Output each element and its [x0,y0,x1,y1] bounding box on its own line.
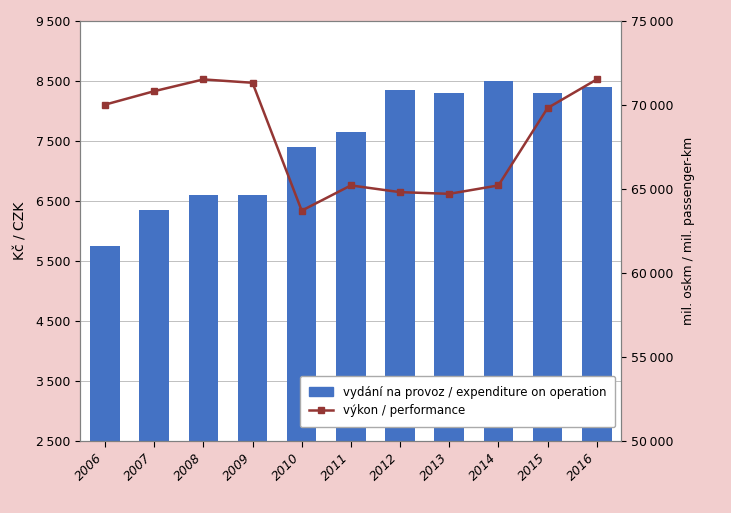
Legend: vydání na provoz / expenditure on operation, výkon / performance: vydání na provoz / expenditure on operat… [300,376,616,427]
Bar [140,210,169,513]
Bar [287,147,317,513]
Bar [533,93,562,513]
Bar [90,246,120,513]
Bar [385,90,414,513]
Y-axis label: mil. oskm / mil. passenger-km: mil. oskm / mil. passenger-km [682,137,695,325]
Bar [484,81,513,513]
Bar [434,93,464,513]
Bar [238,195,268,513]
Bar [582,87,612,513]
Y-axis label: Kč / CZK: Kč / CZK [14,202,28,260]
Bar [189,195,218,513]
Bar [336,132,366,513]
